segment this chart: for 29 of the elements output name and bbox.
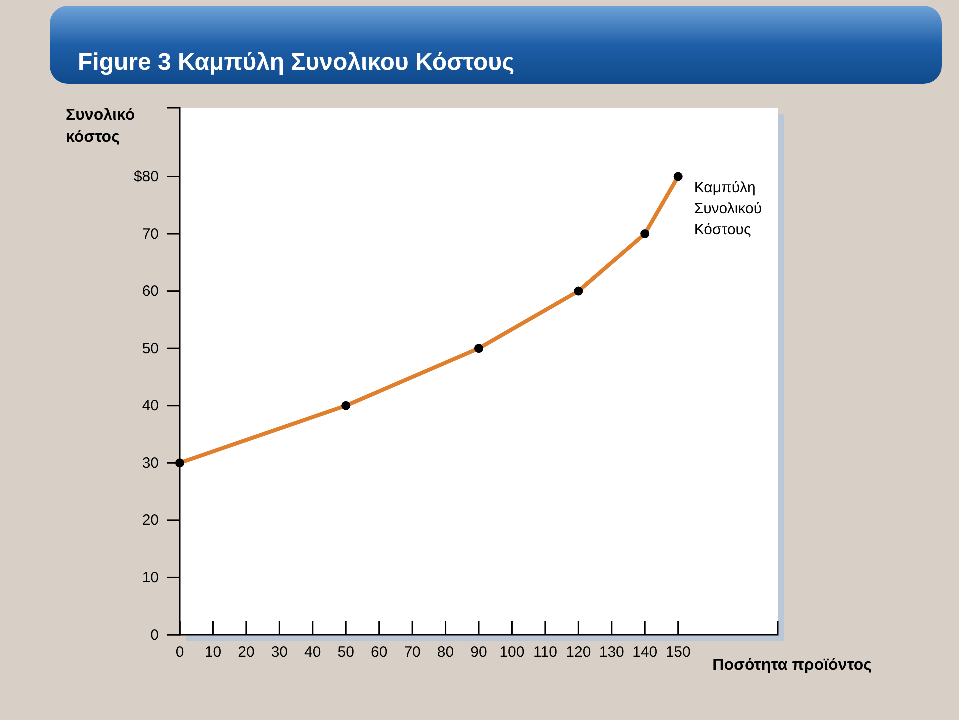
y-tick-label: 20 [142,512,159,530]
y-tick-label: 70 [142,226,159,243]
x-axis-title: Ποσότητα προϊόντος [712,657,872,674]
y-tick-label: 50 [142,340,159,358]
y-tick-label: 10 [142,570,159,587]
x-tick-label: 30 [271,644,288,661]
x-tick-label: 90 [470,644,488,661]
x-tick-label: 80 [437,644,454,661]
chart-title: Figure 3 Καμπύλη Συνολικου Κόστους [78,49,515,76]
x-tick-label: 60 [370,644,388,661]
x-tick-label: 130 [599,644,624,661]
x-tick-label: 20 [238,644,255,661]
y-tick-label: 30 [142,454,159,472]
x-tick-label: 70 [404,644,421,661]
y-axis-title: Συνολικό κόστος [66,107,136,146]
y-tick-label: 0 [150,626,159,644]
y-tick-label: 60 [142,283,159,300]
x-tick-label: 0 [176,644,184,661]
series-label: Καμπύλη Συνολικού Κόστους [694,180,762,239]
x-tick-label: 50 [338,644,354,661]
x-tick-label: 120 [566,644,592,661]
x-tick-label: 10 [204,644,222,661]
x-tick-label: 110 [533,644,558,661]
y-tick-label: 40 [142,398,159,415]
x-tick-label: 140 [632,644,658,661]
x-tick-label: 100 [500,644,525,661]
y-tick-label: $80 [134,168,159,186]
x-tick-label: 150 [666,644,691,661]
x-tick-label: 40 [304,644,322,661]
